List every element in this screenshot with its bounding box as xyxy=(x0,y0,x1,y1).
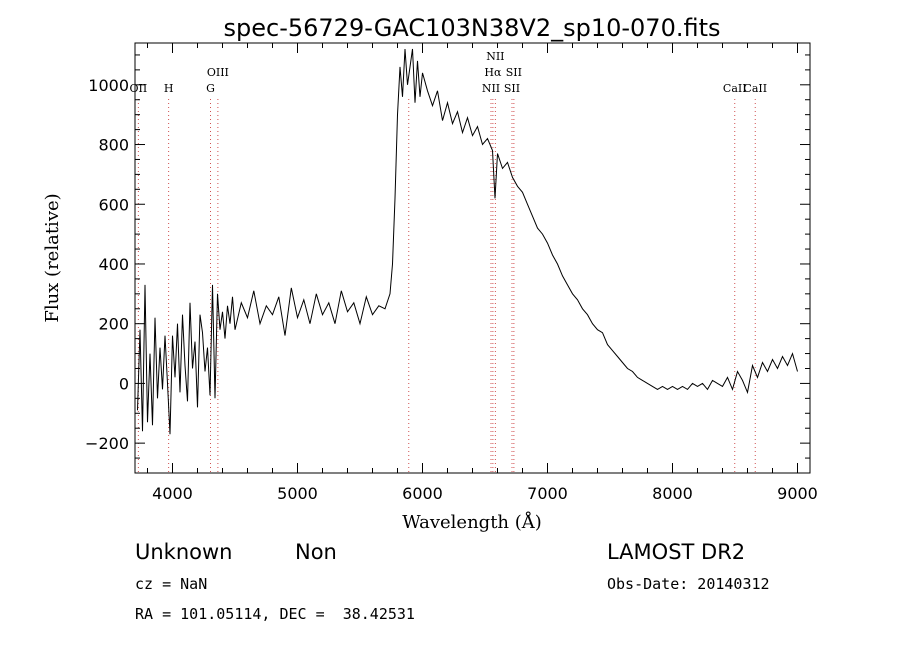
x-axis: 4000 5000 6000 7000 8000 9000 xyxy=(147,43,818,503)
emission-line-label: CaII xyxy=(743,82,767,95)
emission-line-label: SII xyxy=(506,66,522,79)
y-tick-label: −200 xyxy=(85,434,129,453)
ra-dec-coordinates: RA = 101.05114, DEC = 38.42531 xyxy=(135,605,415,623)
y-tick-label: 0 xyxy=(119,374,129,393)
class-label: Unknown xyxy=(135,540,233,564)
survey-label: LAMOST DR2 xyxy=(607,540,746,564)
x-tick-label: 7000 xyxy=(527,484,568,503)
emission-line-label: CaII xyxy=(723,82,747,95)
y-tick-label: 1000 xyxy=(88,76,129,95)
chart-title: spec-56729-GAC103N38V2_sp10-070.fits xyxy=(224,14,721,42)
emission-line-label: H xyxy=(164,82,174,95)
x-tick-label: 5000 xyxy=(277,484,318,503)
emission-line-label: OII xyxy=(130,82,148,95)
x-tick-label: 4000 xyxy=(152,484,193,503)
cz-value: cz = NaN xyxy=(135,575,208,593)
plot-frame xyxy=(134,42,811,474)
emission-line-label: NII xyxy=(486,50,504,63)
subclass-label: Non xyxy=(295,540,337,564)
y-tick-label: 800 xyxy=(98,136,129,155)
x-tick-label: 8000 xyxy=(652,484,693,503)
y-axis-label: Flux (relative) xyxy=(42,193,63,322)
y-tick-label: 600 xyxy=(98,195,129,214)
line-markers xyxy=(137,99,756,473)
emission-line-label: SII xyxy=(504,82,520,95)
spectrum-series-line xyxy=(137,48,798,435)
emission-line-label: NII xyxy=(482,82,500,95)
x-axis-label: Wavelength (Å) xyxy=(402,511,542,533)
y-tick-label: 200 xyxy=(98,315,129,334)
y-tick-label: 400 xyxy=(98,255,129,274)
y-axis: −200 0 200 400 600 800 1000 xyxy=(85,54,810,459)
emission-line-label: Hα xyxy=(484,66,502,79)
x-tick-label: 9000 xyxy=(777,484,818,503)
emission-line-label: G xyxy=(206,82,215,95)
emission-line-label: OIII xyxy=(207,66,229,79)
x-tick-label: 6000 xyxy=(402,484,443,503)
observation-date: Obs-Date: 20140312 xyxy=(607,575,770,593)
